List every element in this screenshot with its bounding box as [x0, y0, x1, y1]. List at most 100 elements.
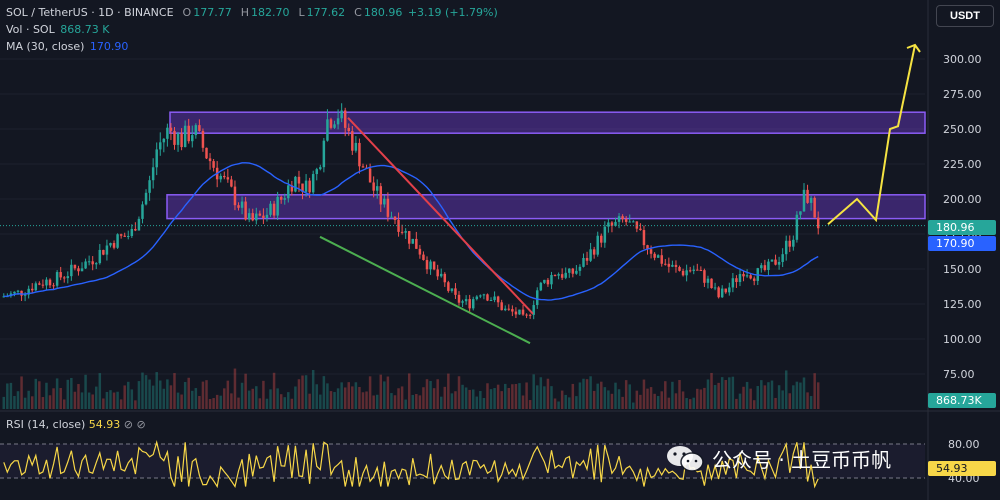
candle-body: [763, 265, 767, 270]
candle-body: [130, 228, 134, 236]
candle-body: [674, 264, 678, 267]
candle-body: [13, 291, 16, 294]
candle-body: [237, 205, 240, 208]
volume-bar: [468, 389, 471, 409]
candle-body: [639, 228, 642, 231]
volume-bar: [354, 382, 358, 409]
volume-legend[interactable]: Vol · SOL 868.73 K: [6, 23, 111, 37]
candle-body: [610, 222, 614, 226]
volume-bar: [649, 387, 653, 409]
candle-body: [468, 299, 471, 309]
rsi-visibility-icons[interactable]: ⊘ ⊘: [123, 418, 146, 431]
candle-body: [347, 127, 351, 132]
candle-body: [447, 282, 450, 291]
volume-bar: [127, 381, 130, 409]
candle-body: [343, 110, 347, 128]
rsi-label[interactable]: RSI (14, close): [6, 418, 86, 431]
volume-bar: [720, 377, 724, 409]
candle-body: [525, 314, 528, 316]
candle-body: [102, 249, 105, 255]
candle-body: [383, 198, 386, 205]
volume-bar: [148, 379, 151, 409]
candle-body: [738, 274, 742, 283]
volume-bar: [98, 373, 102, 409]
rsi-value: 54.93: [88, 418, 121, 431]
symbol-name[interactable]: SOL / TetherUS · 1D · BINANCE: [6, 6, 174, 19]
candle-body: [198, 125, 201, 131]
volume-bar: [667, 397, 671, 409]
candle-body: [223, 175, 226, 178]
volume-bar: [390, 393, 393, 409]
resistance-zone: [169, 111, 926, 134]
candle-body: [372, 182, 375, 191]
volume-bar: [770, 380, 774, 409]
candle-body: [770, 259, 774, 262]
volume-bar: [322, 376, 326, 409]
volume-bar: [166, 379, 169, 409]
candle-body: [180, 133, 183, 148]
volume-bar: [525, 382, 528, 409]
candle-body: [553, 275, 557, 277]
volume-bar: [59, 388, 62, 409]
volume-bar: [205, 380, 208, 409]
candle-body: [283, 198, 286, 200]
volume-bar: [479, 391, 482, 409]
volume-bar: [368, 376, 372, 409]
resistance-zone: [166, 194, 926, 220]
candle-body: [699, 270, 703, 272]
change-value: +3.19 (+1.79%): [407, 6, 498, 19]
volume-bar: [240, 382, 244, 409]
volume-bar: [596, 383, 599, 409]
ma-label[interactable]: MA (30, close): [6, 40, 85, 53]
volume-bar: [713, 385, 717, 409]
volume-bar: [201, 381, 205, 409]
volume-bar: [255, 386, 258, 409]
candle-body: [504, 308, 507, 311]
volume-bar: [23, 397, 27, 409]
rsi-legend[interactable]: RSI (14, close) 54.93 ⊘ ⊘: [6, 418, 146, 432]
volume-bar: [155, 372, 158, 409]
candle-body: [461, 301, 464, 303]
candle-body: [557, 274, 560, 276]
volume-bar: [585, 379, 589, 409]
volume-bar: [169, 385, 173, 409]
volume-bar: [671, 381, 674, 409]
volume-bar: [742, 386, 745, 409]
candle-body: [752, 278, 756, 281]
candle-body: [183, 125, 187, 148]
volume-bar: [767, 382, 770, 409]
candle-body: [614, 221, 617, 226]
volume-bar: [27, 390, 30, 409]
volume-bar: [685, 398, 688, 409]
volume-label[interactable]: Vol · SOL: [6, 23, 55, 36]
candle-body: [62, 277, 66, 279]
volume-bar: [528, 400, 532, 409]
trendline-red: [347, 117, 534, 315]
volume-bar: [311, 369, 315, 409]
candle-body: [269, 203, 272, 215]
volume-bar: [752, 400, 756, 409]
price-tick-label: 300.00: [943, 53, 982, 66]
candle-body: [226, 177, 230, 180]
candle-body: [80, 268, 84, 272]
candle-body: [745, 275, 749, 277]
candle-body: [173, 130, 176, 145]
candle-body: [688, 270, 692, 272]
currency-button[interactable]: USDT: [936, 5, 994, 27]
volume-bar: [418, 395, 422, 409]
candle-body: [404, 231, 407, 233]
candle-body: [550, 275, 553, 285]
candle-body: [358, 142, 361, 167]
candle-body: [788, 240, 792, 247]
ma-legend[interactable]: MA (30, close) 170.90: [6, 40, 130, 54]
volume-bar: [272, 372, 276, 409]
candle-body: [720, 288, 724, 298]
candle-body: [589, 249, 592, 261]
volume-bar: [162, 388, 166, 409]
volume-value: 868.73 K: [60, 23, 110, 36]
volume-bar: [568, 397, 571, 409]
candle-body: [713, 287, 717, 289]
ma-price-tag: 170.90: [928, 236, 996, 251]
